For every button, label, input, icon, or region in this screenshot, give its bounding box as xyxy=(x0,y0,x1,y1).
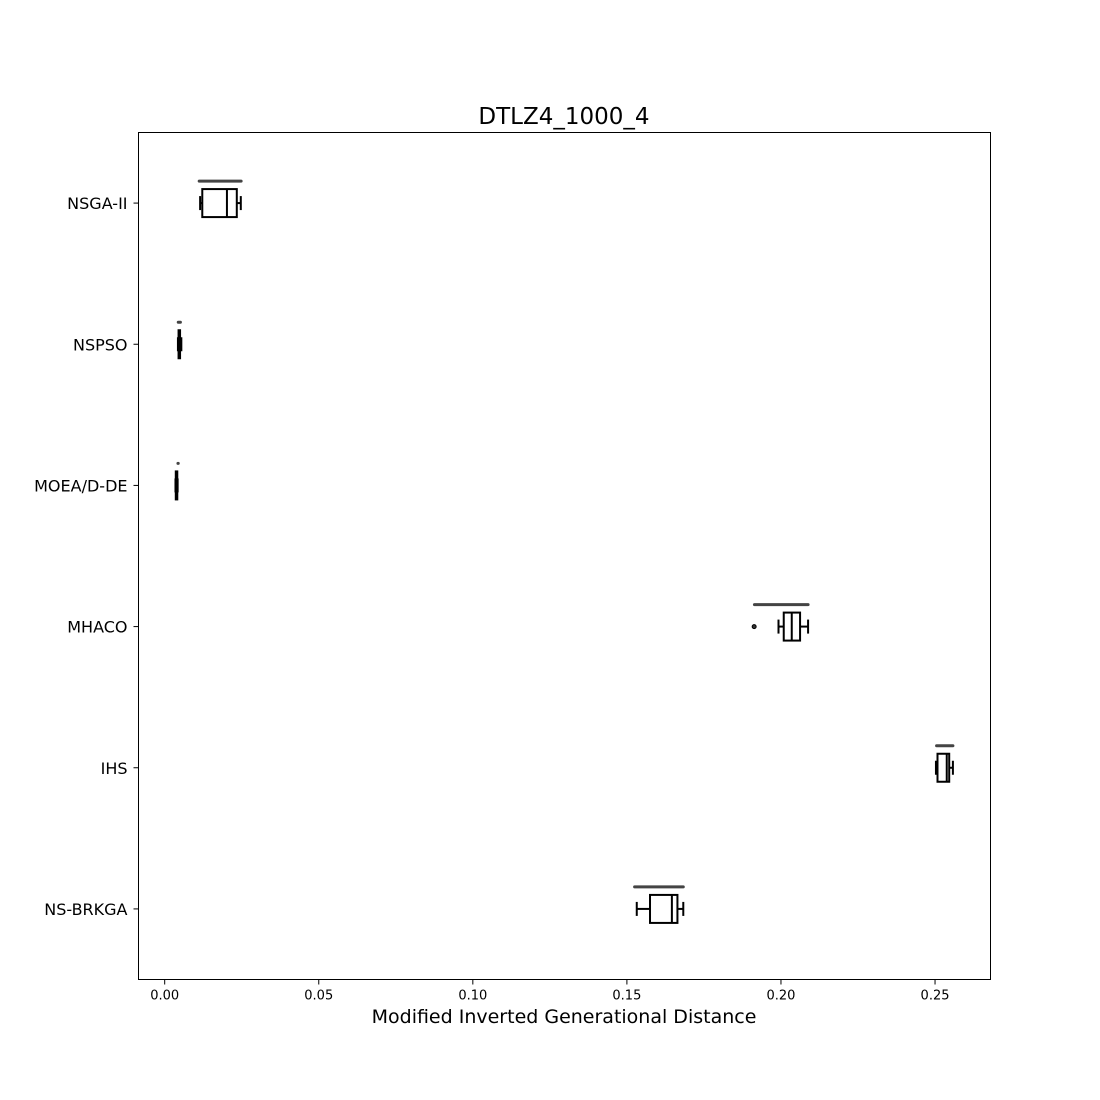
category-label: IHS xyxy=(101,759,128,778)
box xyxy=(936,752,951,783)
x-tick-label: 0.15 xyxy=(612,989,641,1004)
x-tick-label: 0.20 xyxy=(766,989,795,1004)
boxplots xyxy=(174,179,955,924)
category-label: NSPSO xyxy=(73,335,128,354)
boxplot-nspso xyxy=(176,320,183,360)
x-tick-label: 0.25 xyxy=(921,989,950,1004)
boxplot-moea-d-de xyxy=(174,461,180,501)
y-axis: NSGA-II NSPSO MOEA/D-DE MHACO IHS NS-BRKGA xyxy=(34,194,139,919)
outlier-point xyxy=(751,624,757,630)
x-tick-label: 0.05 xyxy=(304,989,333,1004)
plot-area xyxy=(138,132,991,980)
x-axis: 0.00 0.05 0.10 0.15 0.20 0.25 xyxy=(150,979,950,1004)
boxplot-ns-brkga xyxy=(633,885,685,924)
box xyxy=(649,893,679,924)
x-tick-label: 0.00 xyxy=(150,989,179,1004)
x-axis-label: Modified Inverted Generational Distance xyxy=(372,1006,757,1028)
chart-title: DTLZ4_1000_4 xyxy=(478,104,649,130)
category-label: NS-BRKGA xyxy=(44,900,127,919)
category-label: MHACO xyxy=(67,618,127,637)
category-label: NSGA-II xyxy=(67,194,127,213)
boxplot-nsga-ii xyxy=(197,179,243,219)
boxplot-mhaco xyxy=(751,603,810,642)
category-label: MOEA/D-DE xyxy=(34,476,127,495)
boxplot-ihs xyxy=(934,744,955,783)
box xyxy=(201,188,238,219)
x-tick-label: 0.10 xyxy=(458,989,487,1004)
